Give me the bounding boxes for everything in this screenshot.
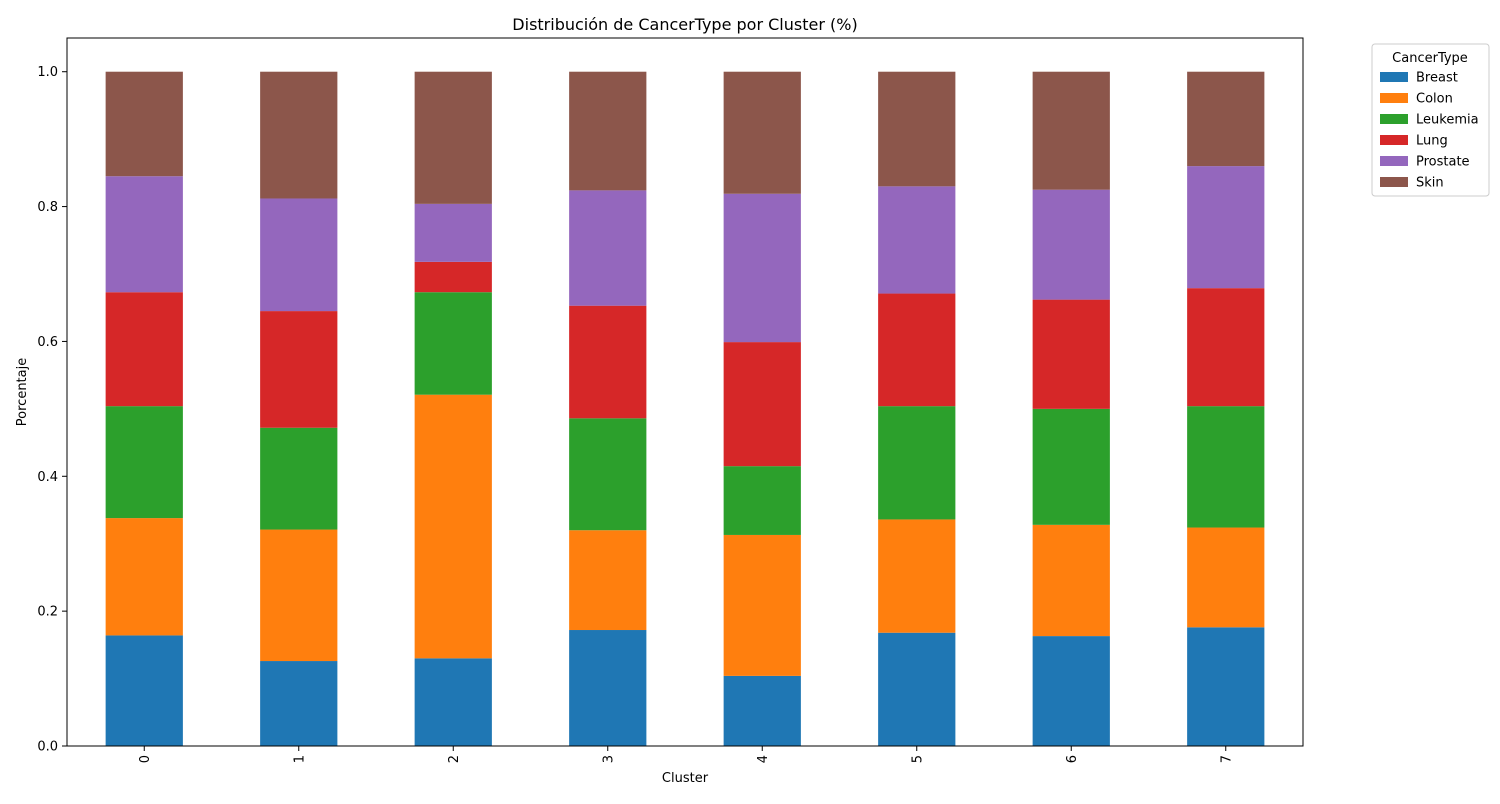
bar-cluster-0-skin [105, 71, 183, 177]
bar-cluster-2-lung [414, 261, 492, 293]
bar-cluster-3-leukemia [569, 418, 647, 531]
legend-swatch-prostate [1380, 156, 1408, 166]
x-tick-label: 3 [601, 755, 616, 763]
bar-cluster-5-leukemia [878, 406, 956, 520]
bar-cluster-3-skin [569, 71, 647, 191]
chart-title: Distribución de CancerType por Cluster (… [512, 15, 857, 34]
bar-cluster-5-lung [878, 293, 956, 407]
y-axis-label: Porcentaje [15, 358, 30, 426]
bar-cluster-7-prostate [1187, 166, 1265, 289]
bar-cluster-1-skin [260, 71, 338, 199]
bar-cluster-6-prostate [1032, 189, 1110, 300]
y-tick-label: 1.0 [37, 65, 58, 80]
y-tick-label: 0.0 [37, 740, 58, 755]
bar-cluster-3-prostate [569, 190, 647, 306]
bar-cluster-0-prostate [105, 176, 183, 293]
y-tick-label: 0.4 [37, 470, 58, 485]
plot-frame [66, 37, 1304, 747]
bar-cluster-3-colon [569, 530, 647, 631]
y-tick-label: 0.8 [37, 200, 58, 215]
bar-cluster-7-skin [1187, 71, 1265, 167]
x-tick-label: 0 [138, 755, 153, 763]
bar-cluster-2-breast [414, 658, 492, 746]
bar-cluster-5-skin [878, 71, 956, 187]
bar-cluster-4-lung [723, 342, 801, 467]
bar-cluster-7-lung [1187, 288, 1265, 407]
legend-title: CancerType [1392, 51, 1468, 66]
bar-cluster-2-skin [414, 71, 492, 204]
bar-cluster-5-breast [878, 632, 956, 746]
legend-swatch-breast [1380, 72, 1408, 82]
legend-label-colon: Colon [1416, 92, 1453, 107]
legend-label-leukemia: Leukemia [1416, 113, 1479, 128]
x-tick-label: 7 [1219, 755, 1234, 763]
bar-cluster-6-skin [1032, 71, 1110, 190]
y-tick-label: 0.6 [37, 335, 58, 350]
bar-cluster-1-colon [260, 529, 338, 662]
bar-cluster-4-prostate [723, 193, 801, 343]
x-tick-label: 6 [1065, 755, 1080, 763]
legend-swatch-colon [1380, 93, 1408, 103]
bar-cluster-2-colon [414, 394, 492, 659]
x-axis: 0 1 2 3 4 5 6 7 [138, 746, 1234, 763]
bar-cluster-5-colon [878, 519, 956, 633]
bar-cluster-0-leukemia [105, 406, 183, 519]
bar-cluster-6-colon [1032, 524, 1110, 637]
bar-cluster-3-breast [569, 630, 647, 746]
bar-cluster-1-leukemia [260, 427, 338, 530]
legend-label-breast: Breast [1416, 71, 1458, 86]
bar-cluster-4-leukemia [723, 466, 801, 535]
legend-label-prostate: Prostate [1416, 155, 1470, 170]
legend-label-lung: Lung [1416, 134, 1448, 149]
legend-swatch-leukemia [1380, 114, 1408, 124]
bar-cluster-4-colon [723, 534, 801, 676]
x-tick-label: 1 [292, 755, 307, 763]
legend-swatch-lung [1380, 135, 1408, 145]
bar-cluster-0-breast [105, 635, 183, 746]
y-axis: 0.0 0.2 0.4 0.6 0.8 1.0 [37, 65, 67, 755]
x-axis-label: Cluster [662, 771, 709, 786]
bar-cluster-2-prostate [414, 203, 492, 262]
bar-cluster-1-breast [260, 661, 338, 746]
bar-cluster-6-leukemia [1032, 408, 1110, 525]
bar-cluster-1-lung [260, 311, 338, 428]
x-tick-label: 5 [910, 755, 925, 763]
bar-cluster-3-lung [569, 305, 647, 419]
bar-cluster-0-colon [105, 518, 183, 636]
bar-cluster-4-skin [723, 71, 801, 194]
bar-cluster-2-leukemia [414, 292, 492, 395]
legend-swatch-skin [1380, 177, 1408, 187]
bar-cluster-1-prostate [260, 198, 338, 312]
x-tick-label: 2 [447, 755, 462, 763]
bar-cluster-7-colon [1187, 527, 1265, 628]
bar-cluster-6-breast [1032, 636, 1110, 746]
bar-cluster-4-breast [723, 675, 801, 746]
bars-layer [105, 71, 1265, 746]
bar-cluster-6-lung [1032, 299, 1110, 409]
y-tick-label: 0.2 [37, 605, 58, 620]
bar-cluster-0-lung [105, 292, 183, 407]
bar-cluster-7-leukemia [1187, 406, 1265, 528]
legend-label-skin: Skin [1416, 176, 1444, 191]
bar-cluster-5-prostate [878, 186, 956, 294]
bar-cluster-7-breast [1187, 627, 1265, 746]
legend: CancerType Breast Colon Leukemia Lung Prosta… [1371, 43, 1490, 197]
x-tick-label: 4 [756, 755, 771, 763]
